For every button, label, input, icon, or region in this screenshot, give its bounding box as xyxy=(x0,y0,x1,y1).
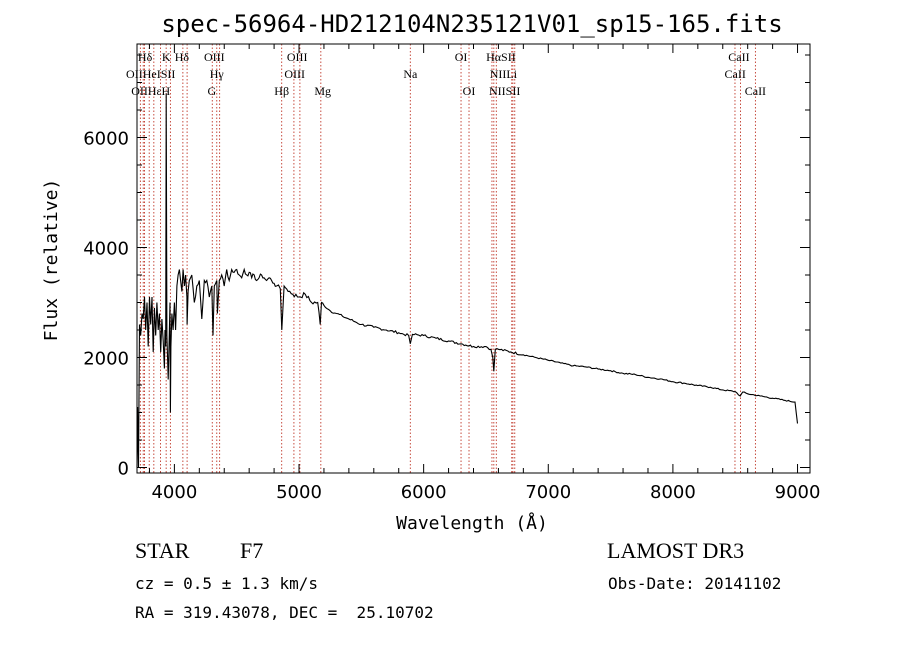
y-axis-ticks: 0 2000 4000 6000 xyxy=(83,54,810,480)
object-type-label: STAR xyxy=(135,538,190,563)
redshift-label: cz = 0.5 ± 1.3 km/s xyxy=(135,574,319,593)
y-tick-label-6000: 6000 xyxy=(83,129,129,150)
line-label-4: OIII xyxy=(287,50,308,64)
line-label-1: K xyxy=(162,50,171,64)
y-tick-label-4000: 4000 xyxy=(83,239,129,260)
x-tick-label-8000: 8000 xyxy=(650,482,696,503)
line-label-18: OI xyxy=(463,84,476,98)
line-label-17: Mg xyxy=(314,84,331,98)
line-label-11: Na xyxy=(403,67,418,81)
spectral-line-labels: Hδ K Hδ OIII OIII OI HαSII CaII OIIHeISII Hγ OIII N… xyxy=(126,50,766,98)
plot-frame xyxy=(136,43,811,474)
line-label-10: OIII xyxy=(284,67,305,81)
subclass-label: F7 xyxy=(240,538,264,563)
line-label-8: OIIHeISII xyxy=(126,67,175,81)
spectral-line-markers xyxy=(139,44,756,473)
line-label-16: Hβ xyxy=(274,84,289,98)
survey-label: LAMOST DR3 xyxy=(607,538,745,563)
x-tick-label-4000: 4000 xyxy=(151,482,197,503)
obs-date-label: Obs-Date: 20141102 xyxy=(608,574,782,593)
line-label-19: NIISII xyxy=(489,84,520,98)
spectrum-series-line xyxy=(136,93,799,468)
y-tick-label-0: 0 xyxy=(118,459,129,480)
coordinates-label: RA = 319.43078, DEC = 25.10702 xyxy=(135,603,434,622)
x-tick-label-5000: 5000 xyxy=(276,482,322,503)
y-axis-label: Flux (relative) xyxy=(41,179,62,342)
line-label-13: CaII xyxy=(725,67,746,81)
chart-title: spec-56964-HD212104N235121V01_sp15-165.f… xyxy=(161,10,782,38)
x-tick-label-6000: 6000 xyxy=(401,482,447,503)
line-label-5: OI xyxy=(455,50,468,64)
line-label-14: OIIHεH xyxy=(131,84,170,98)
x-axis-ticks: 4000 5000 6000 7000 8000 9000 xyxy=(148,44,821,503)
line-label-3: OIII xyxy=(204,50,225,64)
line-label-7: CaII xyxy=(728,50,749,64)
x-tick-label-9000: 9000 xyxy=(775,482,821,503)
y-tick-label-2000: 2000 xyxy=(83,349,129,370)
x-axis-label: Wavelength (Å) xyxy=(396,512,548,534)
line-label-9: Hγ xyxy=(210,67,225,81)
line-label-0: Hδ xyxy=(138,50,153,64)
line-label-12: NIILi xyxy=(490,67,518,81)
x-tick-label-7000: 7000 xyxy=(525,482,571,503)
line-label-2: Hδ xyxy=(175,50,190,64)
line-label-15: G xyxy=(207,84,216,98)
line-label-6: HαSII xyxy=(486,50,516,64)
line-label-20: CaII xyxy=(745,84,766,98)
